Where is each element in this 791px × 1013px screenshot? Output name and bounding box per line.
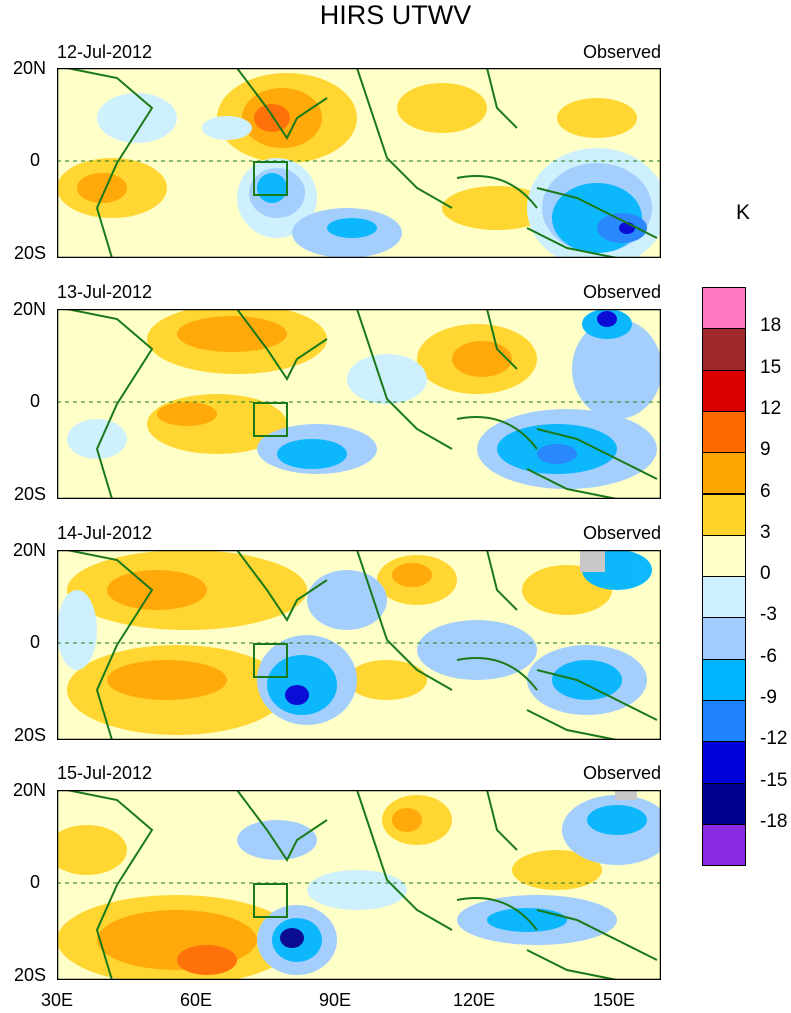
panel-2-label: Observed [582, 282, 661, 302]
colorbar-swatch [702, 617, 746, 660]
colorbar-swatch [702, 576, 746, 619]
panel-3-lat-bottom: 20S [13, 725, 46, 745]
panel-2-lat-mid: 0 [29, 391, 40, 411]
colorbar-tick-label: -6 [760, 645, 777, 667]
panel-4-date: 15-Jul-2012 [57, 763, 153, 783]
lon-label-60e: 60E [179, 990, 213, 1010]
main-title: HIRS UTWV [319, 0, 472, 30]
colorbar-tick-label: -9 [760, 687, 777, 708]
colorbar-tick-label: 12 [760, 397, 782, 419]
map-panel-1 [57, 68, 661, 258]
panel-3-date: 14-Jul-2012 [57, 523, 153, 543]
panel-4-lat-mid: 0 [29, 872, 40, 892]
panel-4-lat-bottom: 20S [13, 965, 46, 985]
colorbar-tick-label: -18 [760, 810, 788, 832]
colorbar-swatch [702, 782, 746, 825]
panel-1-lat-mid: 0 [29, 150, 40, 170]
map-panel-4 [57, 790, 661, 980]
colorbar-tick-label: 6 [760, 480, 771, 502]
lon-label-30e: 30E [40, 990, 74, 1010]
panel-3-label: Observed [582, 523, 661, 543]
lon-label-150e: 150E [592, 990, 636, 1010]
colorbar-tick-label: 9 [760, 439, 771, 461]
panel-1-lat-bottom: 20S [13, 243, 46, 263]
colorbar-swatch [702, 823, 746, 867]
colorbar-tick-label: 18 [760, 315, 782, 337]
panel-2-lat-top: 20N [12, 299, 46, 319]
colorbar-swatch [702, 700, 746, 743]
colorbar-swatch [702, 328, 746, 371]
panel-2-date: 13-Jul-2012 [57, 282, 153, 302]
colorbar-swatch [702, 534, 746, 578]
panel-2-lat-bottom: 20S [13, 484, 46, 504]
colorbar-swatch [702, 410, 746, 454]
panel-1-lat-top: 20N [12, 58, 46, 78]
colorbar-swatch [702, 658, 746, 701]
colorbar-tick-label: -15 [760, 769, 788, 791]
colorbar-tick-label: 3 [760, 521, 771, 543]
panel-1-label: Observed [582, 42, 661, 62]
colorbar-tick-label: 0 [760, 563, 771, 585]
panel-4-label: Observed [582, 763, 661, 783]
colorbar-swatch [702, 287, 746, 330]
map-panel-3 [57, 550, 661, 740]
colorbar-tick-label: -3 [760, 604, 777, 626]
panel-1-date: 12-Jul-2012 [57, 42, 153, 62]
unit-label: K [736, 201, 751, 224]
panel-3-lat-mid: 0 [29, 632, 40, 652]
panel-4-lat-top: 20N [12, 780, 46, 800]
colorbar-swatch [702, 493, 746, 536]
colorbar-swatch [702, 369, 746, 412]
lon-label-120e: 120E [452, 990, 496, 1010]
colorbar-tick-label: -12 [760, 728, 788, 750]
colorbar-swatch [702, 741, 746, 784]
map-panel-2 [57, 309, 661, 499]
colorbar-swatch [702, 452, 746, 495]
colorbar-tick-label: 15 [760, 356, 782, 378]
lon-label-90e: 90E [318, 990, 352, 1010]
panel-3-lat-top: 20N [12, 540, 46, 560]
